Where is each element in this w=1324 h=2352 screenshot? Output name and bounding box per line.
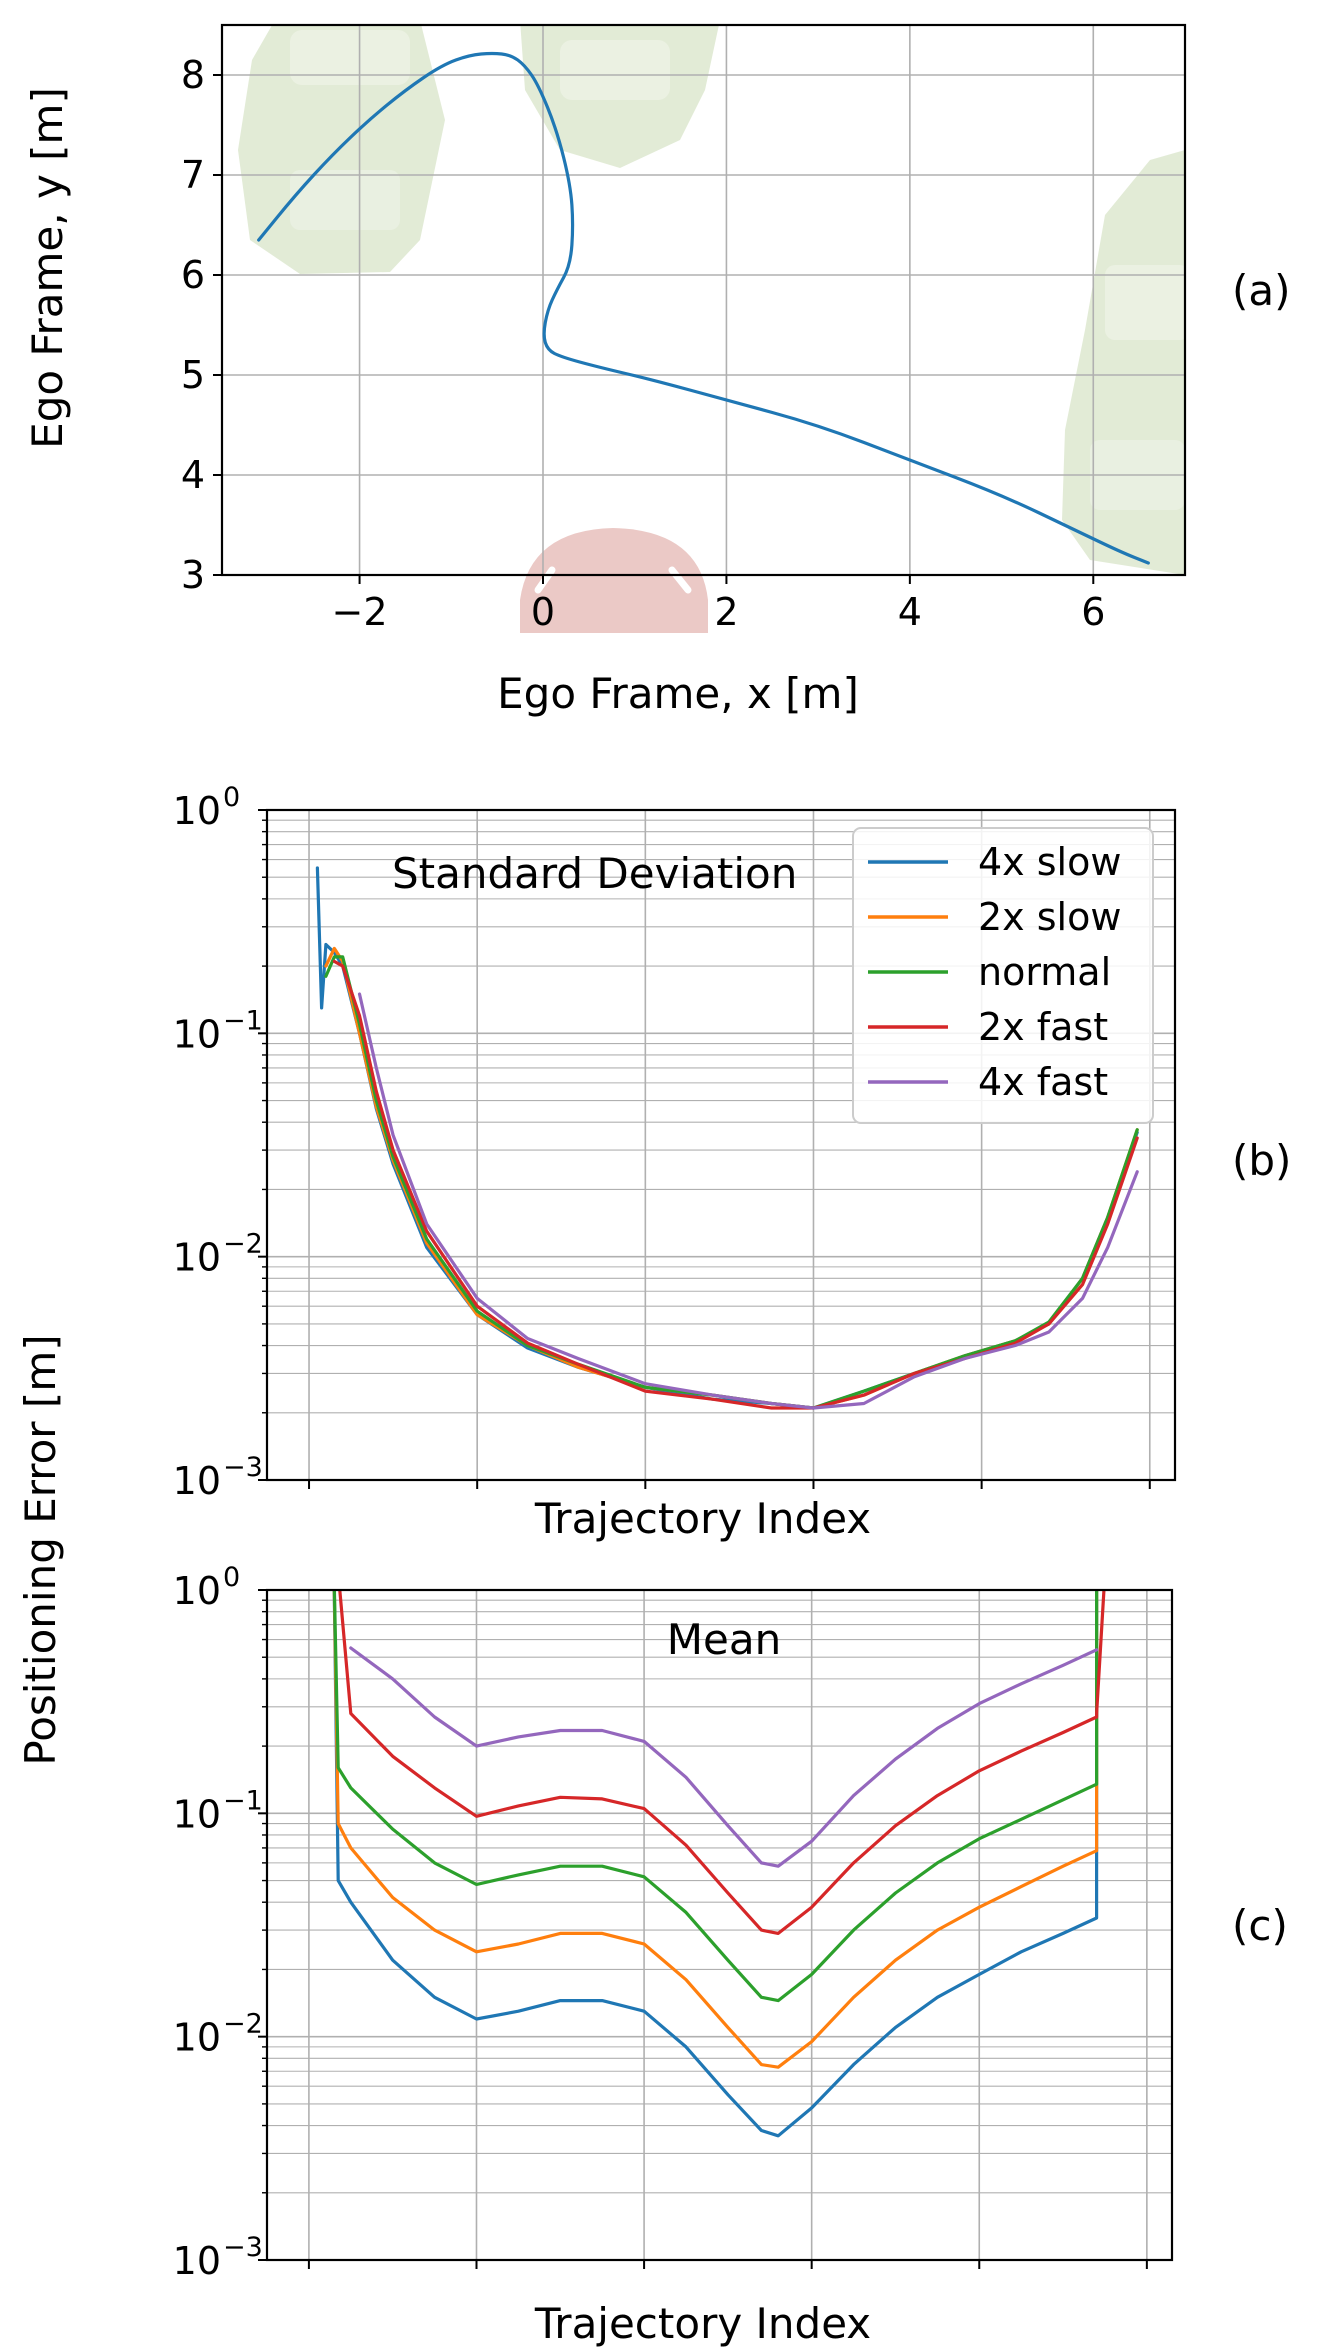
- y-tick-exponent: −1: [223, 1785, 263, 1816]
- panel-tag-b: (b): [1232, 1136, 1291, 1185]
- legend-label: 2x slow: [978, 895, 1121, 939]
- x-axis-label: Trajectory Index: [534, 1494, 871, 1543]
- panel-tag-c: (c): [1232, 1901, 1288, 1950]
- legend-label: 4x slow: [978, 840, 1121, 884]
- series-line-normal: [332, 1590, 1099, 2003]
- shared-y-axis-label: Positioning Error [m]: [16, 1334, 65, 1765]
- series-line-4x-fast: [349, 1646, 1099, 1868]
- x-axis-label: Trajectory Index: [534, 2299, 871, 2348]
- y-tick-exponent: −1: [223, 1005, 263, 1036]
- x-tick-label: 6: [1081, 590, 1105, 634]
- legend-label: 4x fast: [978, 1060, 1108, 1104]
- y-tick-label: 10: [173, 1792, 221, 1836]
- series-line-4x-fast: [357, 992, 1139, 1410]
- y-tick-label: 7: [181, 153, 205, 197]
- series-line-normal: [324, 955, 1139, 1410]
- plot-annotation: Standard Deviation: [392, 849, 797, 898]
- y-tick-exponent: −2: [223, 1229, 263, 1260]
- ego-vehicle: [520, 528, 708, 633]
- y-tick-label: 10: [173, 1459, 221, 1503]
- legend-label: 2x fast: [978, 1005, 1108, 1049]
- y-tick-exponent: 0: [223, 782, 240, 813]
- y-tick-exponent: 0: [223, 1562, 240, 1593]
- y-tick-label: 8: [181, 53, 205, 97]
- y-tick-label: 10: [173, 1012, 221, 1056]
- legend: 4x slow 2x slow normal 2x fast 4x fast: [852, 827, 1154, 1124]
- y-tick-label: 10: [173, 1569, 221, 1613]
- y-tick-exponent: −3: [223, 1452, 263, 1483]
- trajectory-line: [257, 51, 1150, 565]
- y-tick-label: 3: [181, 553, 205, 597]
- y-tick-label: 10: [173, 789, 221, 833]
- y-tick-label: 6: [181, 253, 205, 297]
- panel-tag-a: (a): [1232, 266, 1291, 315]
- y-tick-exponent: −2: [223, 2009, 263, 2040]
- series-line-2x-fast: [332, 959, 1139, 1410]
- series-line-4x-slow: [332, 1590, 1099, 2138]
- y-tick-label: 10: [173, 2239, 221, 2283]
- legend-label: normal: [978, 950, 1111, 994]
- series-line-2x-fast: [338, 1590, 1106, 1935]
- y-tick-label: 10: [173, 2016, 221, 2060]
- x-tick-label: −2: [332, 590, 388, 634]
- background-vehicles: [238, 25, 1185, 575]
- y-axis-label: Ego Frame, y [m]: [23, 87, 72, 449]
- y-tick-label: 4: [181, 453, 205, 497]
- x-axis-label: Ego Frame, x [m]: [497, 669, 859, 718]
- y-tick-label: 5: [181, 353, 205, 397]
- plot-annotation: Mean: [667, 1615, 781, 1664]
- series-line-2x-slow: [332, 1590, 1099, 2069]
- x-tick-label: 0: [531, 590, 555, 634]
- x-tick-label: 4: [898, 590, 922, 634]
- trajectory-plot: −2 0 2 4 6 3 4 5 6 7 8 Ego Frame, x [m] Ego Frame,…: [23, 23, 1187, 718]
- y-tick-exponent: −3: [223, 2232, 263, 2263]
- y-tick-label: 10: [173, 1236, 221, 1280]
- x-tick-label: 2: [714, 590, 738, 634]
